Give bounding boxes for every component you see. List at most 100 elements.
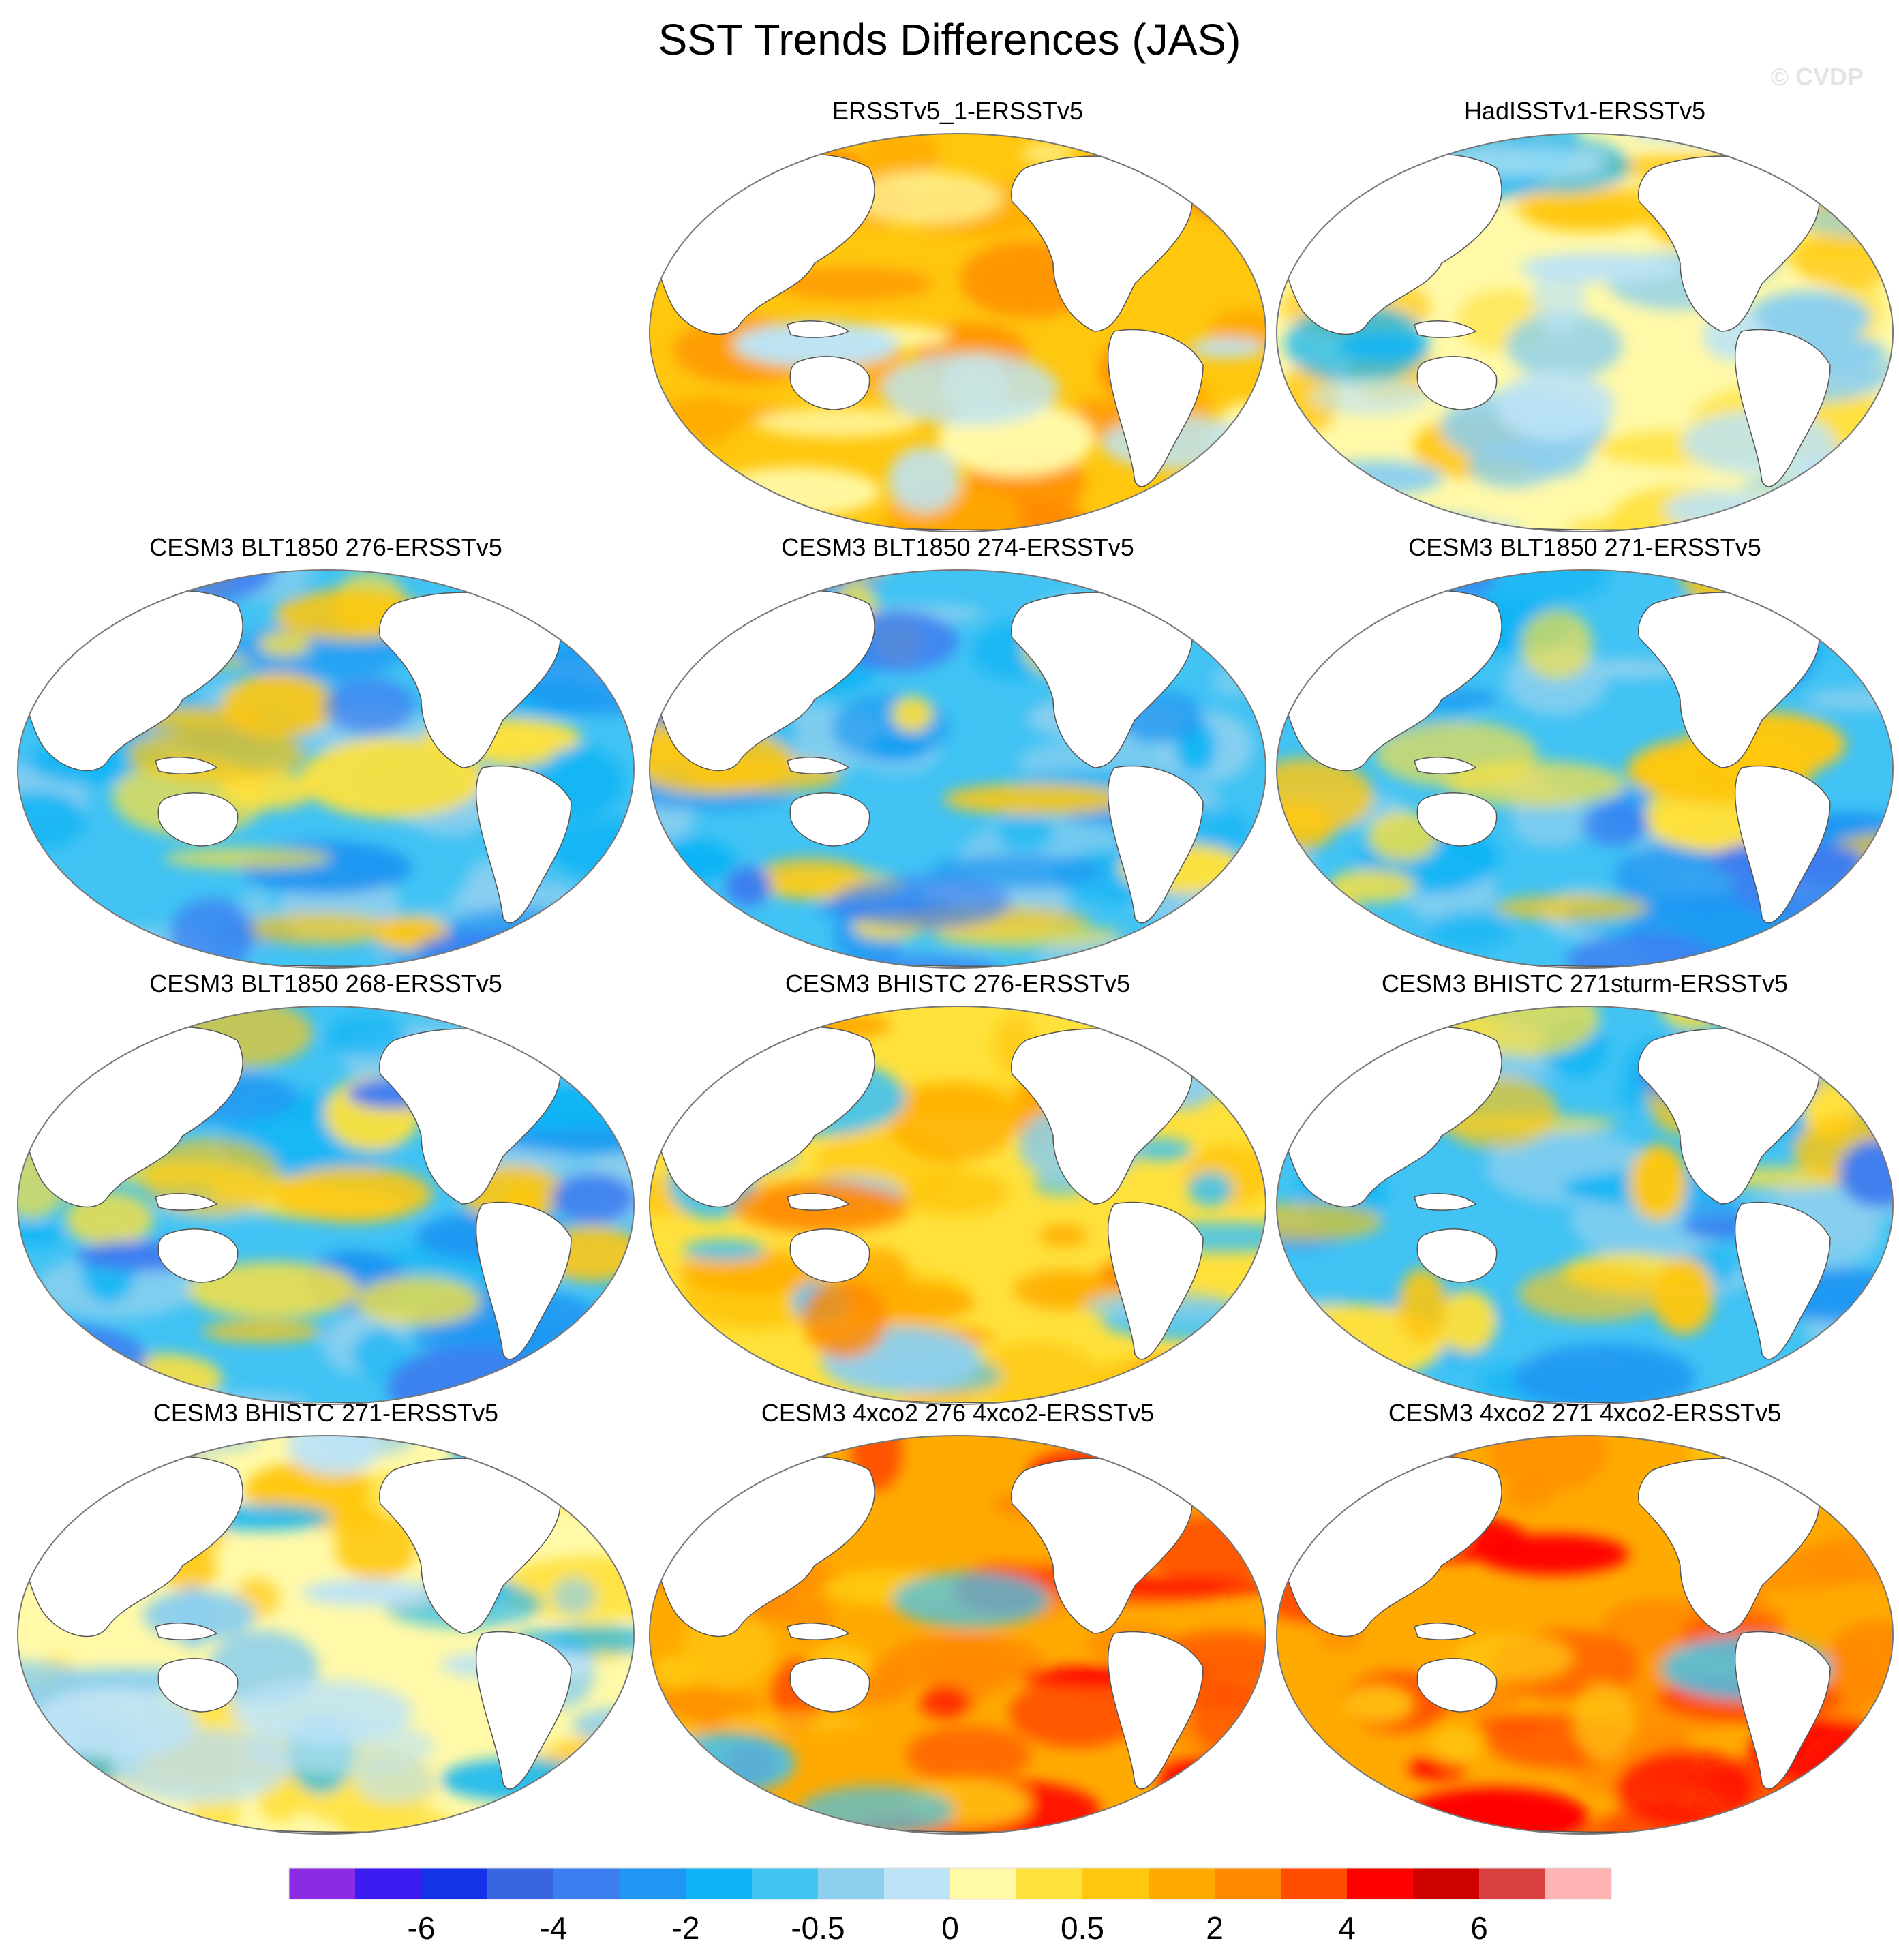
australia-landmass xyxy=(789,792,870,847)
anomaly-patch xyxy=(1600,1599,1710,1660)
anomaly-patch xyxy=(1219,427,1266,472)
anomaly-patch xyxy=(1774,588,1836,617)
anomaly-patch xyxy=(1277,1475,1344,1504)
anomaly-patch xyxy=(1128,1359,1266,1396)
colorbar-swatch xyxy=(620,1868,686,1899)
anomaly-patch xyxy=(1628,1144,1687,1221)
colorbar-swatch xyxy=(884,1868,951,1899)
maritime-continent-landmass xyxy=(1414,1193,1477,1211)
sst-anomaly-field xyxy=(1277,1006,1893,1404)
sst-trend-map xyxy=(17,1006,635,1405)
colorbar-tick-label: 4 xyxy=(1338,1910,1356,1946)
anomaly-patch xyxy=(1277,481,1312,532)
anomaly-patch xyxy=(1277,1202,1383,1241)
colorbar-swatch xyxy=(1016,1868,1083,1899)
map-outline xyxy=(1276,1435,1894,1835)
anomaly-patch xyxy=(704,570,791,614)
anomaly-patch xyxy=(202,1320,322,1343)
anomaly-patch xyxy=(1445,760,1626,807)
anomaly-patch xyxy=(1187,1172,1233,1207)
anomaly-patch xyxy=(1652,1257,1715,1335)
anomaly-patch xyxy=(1157,932,1266,968)
greenland-landmass xyxy=(1199,1448,1240,1489)
colorbar-tick-label: 0.5 xyxy=(1061,1910,1104,1946)
anomaly-patch xyxy=(667,1441,778,1473)
anomaly-patch xyxy=(301,1579,431,1605)
anomaly-patch xyxy=(1807,1792,1893,1818)
anomaly-patch xyxy=(1519,252,1681,282)
anomaly-patch xyxy=(1813,579,1893,644)
anomaly-patch xyxy=(1185,935,1266,959)
anomaly-patch xyxy=(1825,1620,1893,1701)
south-america-landmass xyxy=(1734,765,1831,924)
anomaly-patch xyxy=(1189,1006,1266,1023)
anomaly-patch xyxy=(417,931,594,966)
anomaly-patch xyxy=(1311,377,1431,415)
anomaly-patch xyxy=(1502,1484,1553,1509)
greenland-landmass xyxy=(567,1448,608,1489)
anomaly-patch xyxy=(682,1239,765,1261)
anomaly-patch xyxy=(802,1279,887,1359)
anomaly-patch xyxy=(1840,1499,1893,1526)
map-panel: CESM3 BHISTC 271-ERSSTv5 xyxy=(12,1398,639,1841)
anomaly-patch xyxy=(1825,1798,1893,1834)
anomaly-patch xyxy=(1153,1457,1251,1479)
colorbar-swatch xyxy=(487,1868,554,1899)
colorbar-swatch xyxy=(1149,1868,1215,1899)
anomaly-patch xyxy=(102,1353,223,1404)
anomaly-patch xyxy=(733,321,900,368)
sst-trend-map xyxy=(1276,569,1894,969)
anomaly-patch xyxy=(288,1436,381,1475)
anomaly-patch xyxy=(1475,1714,1547,1734)
anomaly-patch xyxy=(552,1577,596,1615)
panel-title: CESM3 BHISTC 271sturm-ERSSTv5 xyxy=(1381,969,1789,997)
anomaly-patch xyxy=(887,1083,1017,1162)
maritime-continent-landmass xyxy=(787,1193,850,1211)
map-outline xyxy=(1276,1006,1894,1405)
sst-trend-map xyxy=(17,569,635,969)
colorbar-swatch xyxy=(686,1868,753,1899)
greenland-landmass xyxy=(567,1019,608,1059)
anomaly-patch xyxy=(560,1456,634,1499)
anomaly-patch xyxy=(1177,570,1266,597)
sst-trend-map xyxy=(649,1435,1266,1835)
map-outline xyxy=(17,1006,635,1405)
anomaly-patch xyxy=(1438,1290,1497,1353)
anomaly-patch xyxy=(273,1166,433,1223)
colorbar-tick-label: 0 xyxy=(941,1910,959,1946)
anomaly-patch xyxy=(52,1437,157,1475)
anomaly-patch xyxy=(1496,371,1615,441)
sst-trend-map xyxy=(649,133,1266,532)
south-america-landmass xyxy=(1734,329,1831,487)
anomaly-patch xyxy=(650,1436,757,1470)
anomaly-patch xyxy=(569,1055,634,1095)
anomaly-patch xyxy=(832,876,1011,930)
anomaly-patch xyxy=(335,1513,416,1580)
greenland-landmass xyxy=(1199,1019,1240,1059)
anomaly-patch xyxy=(258,631,310,657)
anomaly-patch xyxy=(920,1640,1018,1691)
greenland-landmass xyxy=(1826,582,1867,623)
anomaly-patch xyxy=(1277,1751,1350,1830)
map-outline xyxy=(17,569,635,969)
maritime-continent-landmass xyxy=(155,1193,218,1211)
anomaly-patch xyxy=(1339,331,1425,362)
australia-landmass xyxy=(157,1658,239,1713)
anomaly-patch xyxy=(1277,757,1374,835)
anomaly-patch xyxy=(1404,134,1446,151)
maritime-continent-landmass xyxy=(155,757,218,774)
anomaly-patch xyxy=(164,847,331,869)
anomaly-patch xyxy=(1740,1808,1841,1834)
map-outline xyxy=(649,569,1266,969)
anomaly-patch xyxy=(1277,1436,1318,1454)
map-panel: CESM3 BLT1850 268-ERSSTv5 xyxy=(12,968,639,1411)
anomaly-patch xyxy=(1518,1265,1668,1322)
anomaly-patch xyxy=(1838,1139,1893,1207)
anomaly-patch xyxy=(18,570,52,592)
sst-trend-map xyxy=(649,1006,1266,1405)
maritime-continent-landmass xyxy=(155,1623,218,1640)
anomaly-patch xyxy=(888,447,960,513)
anomaly-patch xyxy=(352,1329,408,1379)
south-america-landmass xyxy=(475,1201,572,1360)
anomaly-patch xyxy=(1151,1796,1266,1834)
